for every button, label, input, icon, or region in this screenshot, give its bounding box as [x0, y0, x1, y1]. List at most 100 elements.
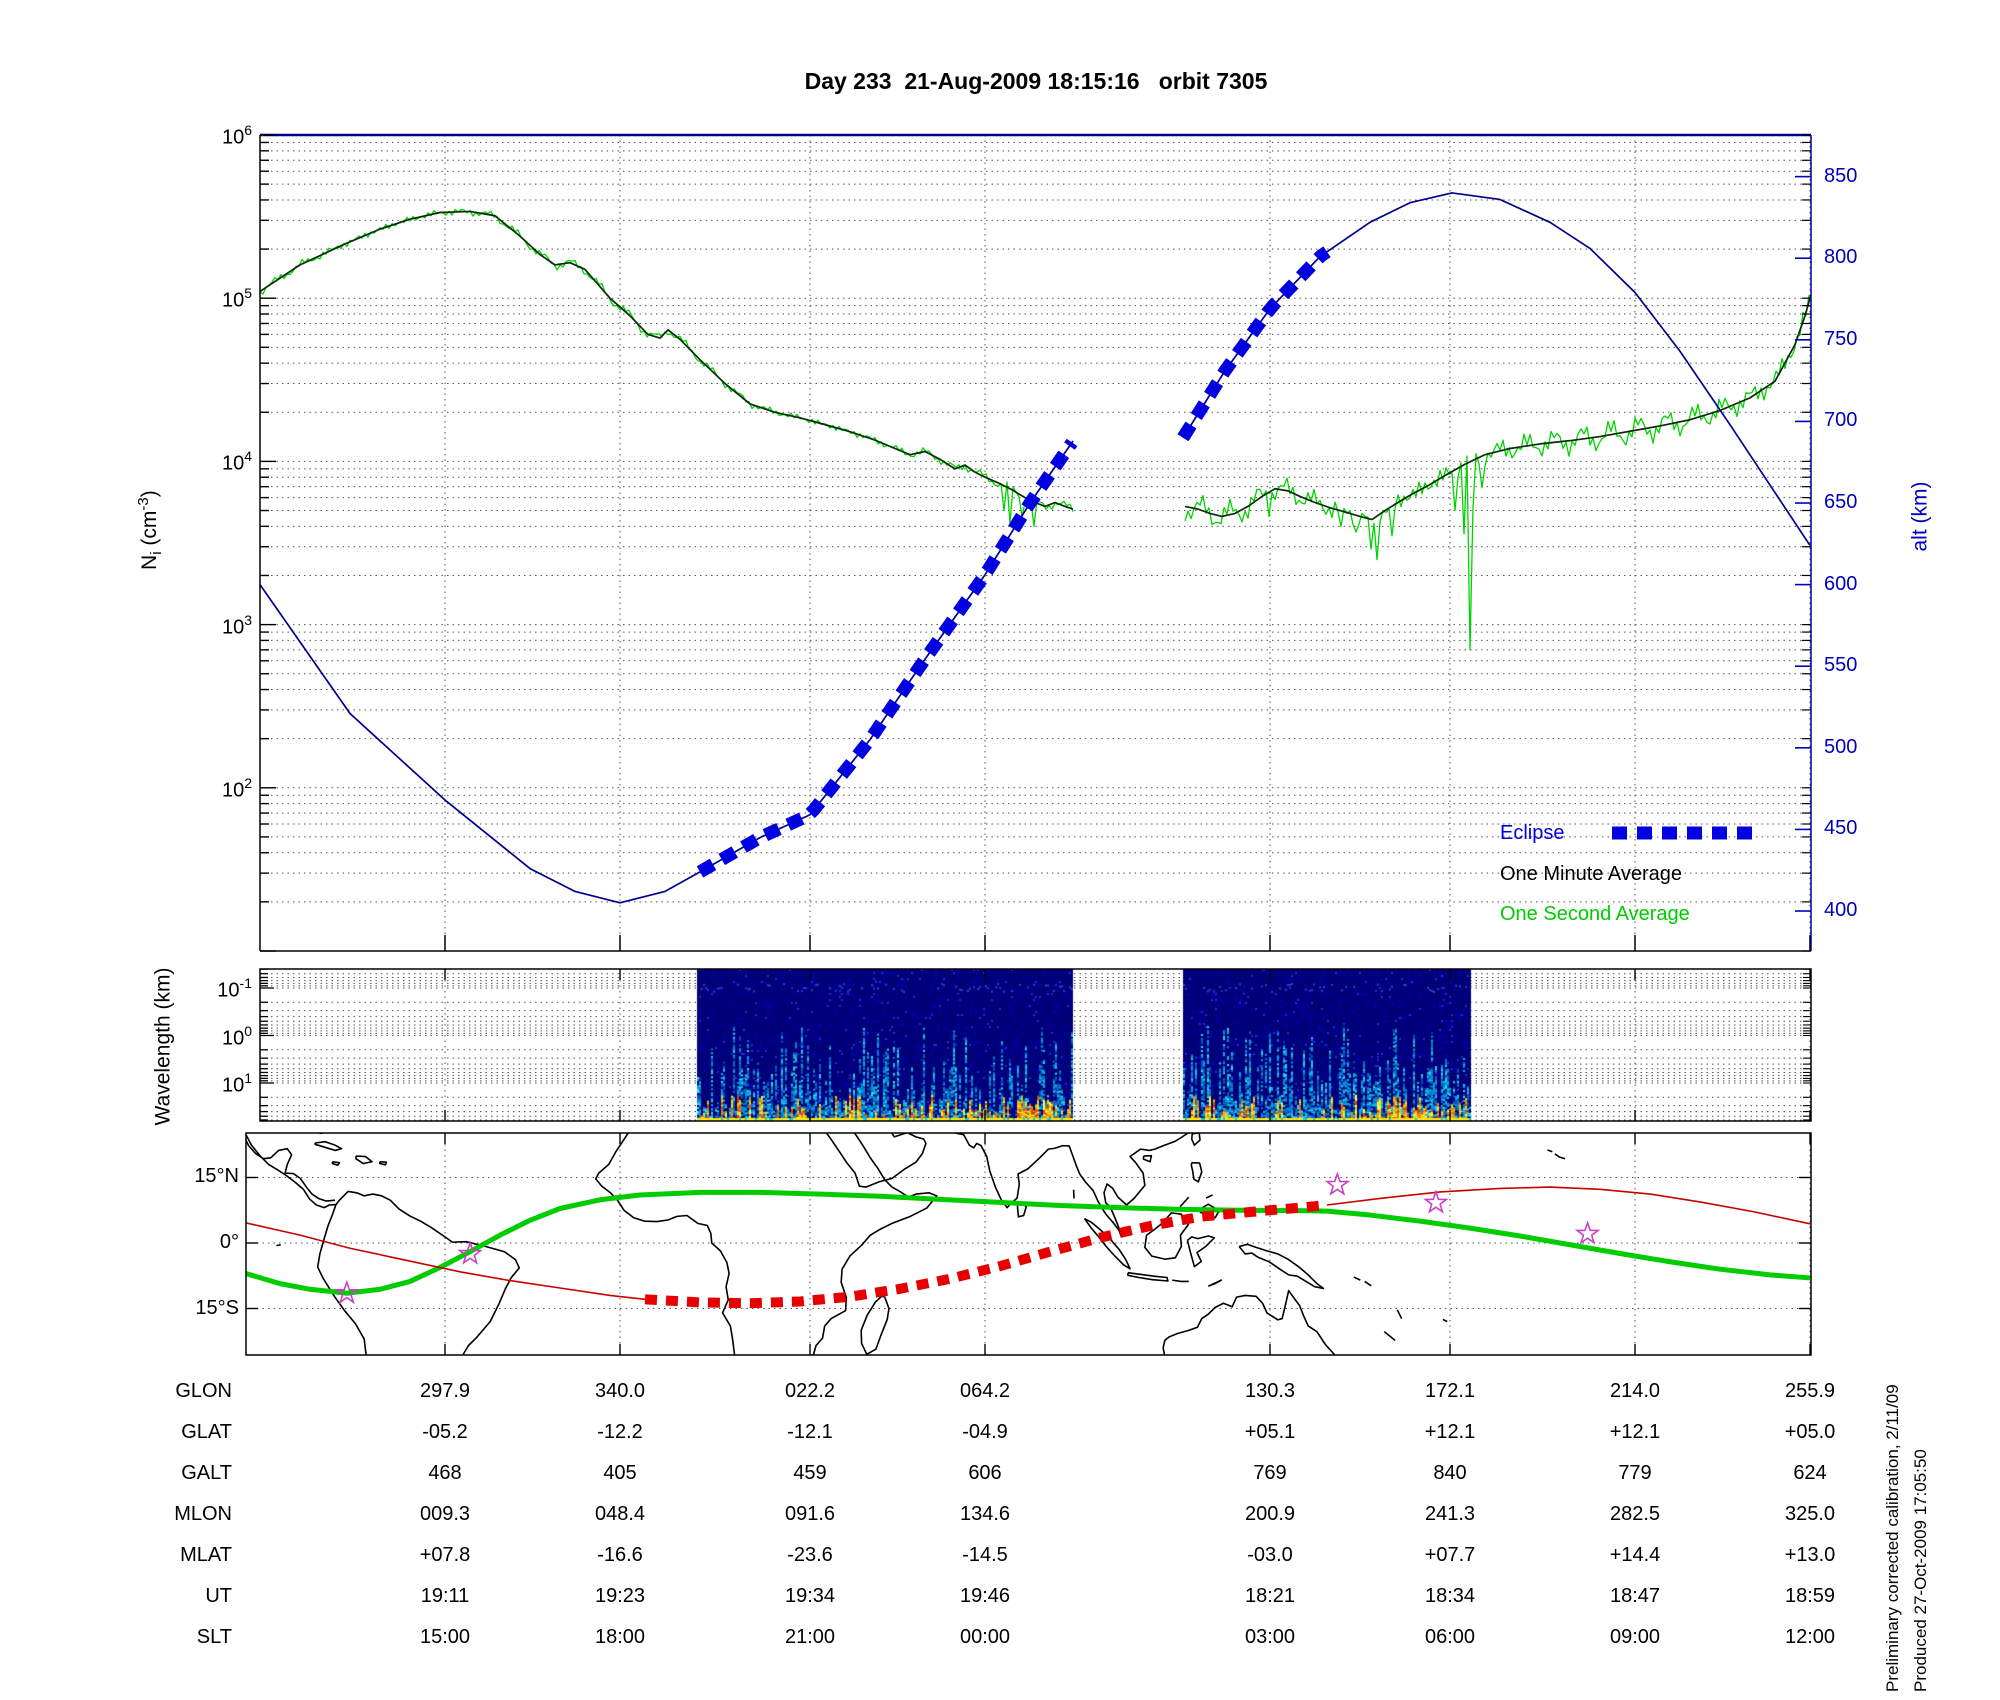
- wavelength-axis-label: Wavelength (km): [151, 967, 175, 1126]
- table-cell: 12:00: [1784, 1626, 1836, 1648]
- wavelength-tick-label: 101: [221, 1070, 252, 1097]
- altitude-tick-label: 550: [1824, 654, 1858, 677]
- table-cell: -03.0: [1247, 1544, 1293, 1566]
- table-cell: +13.0: [1784, 1544, 1836, 1566]
- table-cell: 048.4: [594, 1503, 646, 1525]
- map-lat-label: 15°N: [194, 1165, 239, 1188]
- density-tick-label: 103: [221, 611, 252, 639]
- table-cell: 468: [428, 1462, 462, 1484]
- legend-one-second-label: One Second Average: [1500, 903, 1690, 925]
- table-cell: 19:11: [420, 1585, 470, 1607]
- table-cell: 00:00: [959, 1626, 1011, 1648]
- altitude-tick-label: 500: [1824, 735, 1858, 758]
- table-cell: 840: [1433, 1462, 1467, 1484]
- map-star-marker: [1423, 1189, 1449, 1214]
- altitude-tick-label: 600: [1824, 572, 1858, 595]
- table-cell: 022.2: [784, 1380, 836, 1402]
- table-cell: -12.2: [597, 1421, 643, 1443]
- table-cell: +12.1: [1609, 1421, 1661, 1443]
- table-cell: +14.4: [1609, 1544, 1661, 1566]
- table-cell: 214.0: [1609, 1380, 1661, 1402]
- table-row-label-glon: GLON: [175, 1380, 232, 1402]
- table-cell: 18:34: [1424, 1585, 1476, 1607]
- table-cell: 325.0: [1784, 1503, 1836, 1525]
- panel1-frame: [259, 133, 1812, 952]
- density-tick-label: 106: [221, 122, 252, 149]
- table-cell: 009.3: [419, 1503, 471, 1525]
- altitude-tick-label: 750: [1824, 327, 1858, 350]
- density-axis-label: Ni (cm-3): [134, 490, 166, 570]
- table-row-label-ut: UT: [205, 1585, 232, 1607]
- table-row-label-slt: SLT: [196, 1626, 232, 1648]
- map-lat-label: 0°: [219, 1231, 239, 1253]
- table-cell: 624: [1793, 1462, 1827, 1484]
- map-star-marker: [333, 1279, 360, 1305]
- table-cell: 15:00: [419, 1626, 471, 1648]
- table-row-label-mlat: MLAT: [180, 1544, 232, 1566]
- table-cell: +12.1: [1424, 1421, 1476, 1443]
- table-cell: 297.9: [419, 1380, 471, 1402]
- table-cell: 134.6: [959, 1503, 1011, 1525]
- map-lat-label: 15°S: [195, 1296, 239, 1319]
- table-cell: 18:00: [594, 1626, 646, 1648]
- table-cell: -23.6: [787, 1544, 833, 1566]
- table-cell: -04.9: [962, 1421, 1008, 1443]
- table-cell: 779: [1618, 1462, 1652, 1484]
- table-cell: 09:00: [1609, 1626, 1661, 1648]
- table-cell: 18:59: [1784, 1585, 1836, 1607]
- table-cell: 18:47: [1609, 1585, 1661, 1607]
- panel2-frame: [259, 968, 1812, 1122]
- table-cell: 19:46: [959, 1585, 1011, 1607]
- table-cell: 200.9: [1244, 1503, 1296, 1525]
- table-row-label-mlon: MLON: [174, 1503, 232, 1525]
- map-star-marker: [1574, 1220, 1601, 1245]
- table-cell: +05.0: [1784, 1421, 1836, 1443]
- map-star-marker: [1324, 1171, 1351, 1196]
- table-cell: -16.6: [597, 1544, 643, 1566]
- table-cell: -05.2: [422, 1421, 468, 1443]
- legend-eclipse-label: Eclipse: [1500, 822, 1565, 844]
- table-cell: 340.0: [594, 1380, 646, 1402]
- table-cell: 769: [1253, 1462, 1287, 1484]
- table-cell: 241.3: [1424, 1503, 1476, 1525]
- altitude-tick-label: 400: [1824, 899, 1858, 922]
- table-cell: 130.3: [1244, 1380, 1296, 1402]
- table-cell: 091.6: [784, 1503, 836, 1525]
- table-cell: +07.8: [419, 1544, 471, 1566]
- map-frame: [245, 1132, 1812, 1356]
- footer-produced-note: Produced 27-Oct-2009 17:05:50: [1911, 1449, 1930, 1692]
- map-content: [246, 1133, 1811, 1355]
- altitude-tick-label: 650: [1824, 491, 1858, 514]
- table-cell: 255.9: [1784, 1380, 1836, 1402]
- altitude-tick-label: 700: [1824, 409, 1858, 432]
- table-cell: 18:21: [1244, 1585, 1296, 1607]
- table-cell: -12.1: [787, 1421, 833, 1443]
- table-row-label-galt: GALT: [181, 1462, 232, 1484]
- table-cell: 064.2: [959, 1380, 1011, 1402]
- table-cell: 606: [968, 1462, 1002, 1484]
- table-cell: +05.1: [1244, 1421, 1296, 1443]
- legend-one-minute-label: One Minute Average: [1500, 863, 1682, 885]
- density-tick-label: 105: [221, 285, 252, 312]
- density-tick-label: 102: [221, 774, 252, 802]
- map-star-marker: [457, 1240, 483, 1265]
- table-cell: 03:00: [1244, 1626, 1296, 1648]
- table-cell: 19:23: [594, 1585, 646, 1607]
- table-row-label-glat: GLAT: [181, 1421, 232, 1443]
- footer-calibration-note: Preliminary corrected calibration, 2/11/…: [1883, 1384, 1902, 1692]
- table-cell: 19:34: [784, 1585, 836, 1607]
- table-cell: +07.7: [1424, 1544, 1476, 1566]
- table-cell: 172.1: [1424, 1380, 1476, 1402]
- altitude-tick-label: 450: [1824, 817, 1858, 840]
- table-cell: 282.5: [1609, 1503, 1661, 1525]
- table-cell: 459: [793, 1462, 827, 1484]
- wavelength-spectrogram: [260, 969, 1812, 1121]
- altitude-tick-label: 850: [1824, 164, 1858, 187]
- wavelength-tick-label: 10-1: [217, 975, 252, 1002]
- panel1-grid: [260, 135, 1811, 951]
- altitude-tick-label: 800: [1824, 246, 1858, 269]
- density-tick-label: 104: [221, 448, 252, 476]
- altitude-axis-label: alt (km): [1908, 481, 1932, 552]
